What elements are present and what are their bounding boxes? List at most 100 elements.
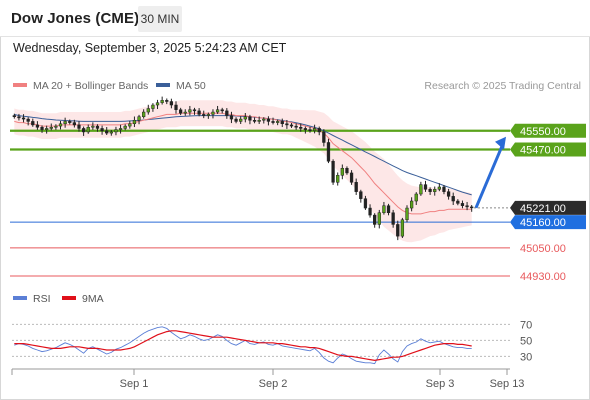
ma20-line [14, 112, 472, 215]
forecast-arrowhead [495, 136, 506, 150]
candle [91, 125, 95, 128]
timestamp: Wednesday, September 3, 2025 5:24:23 AM … [13, 41, 287, 55]
candle [77, 124, 81, 129]
interval-button[interactable]: 30 MIN [138, 6, 182, 32]
candle [257, 119, 261, 122]
candle [142, 111, 146, 117]
candle [405, 207, 409, 221]
level-tag: 45160.00 [510, 215, 586, 230]
candle [396, 224, 400, 237]
level-tag-bg [510, 142, 586, 157]
candle [349, 172, 354, 183]
candle [155, 102, 160, 106]
candle [460, 203, 465, 206]
candle [331, 160, 335, 183]
time-tick-label: Sep 3 [426, 378, 455, 390]
level-tag-bg [510, 123, 586, 138]
candle [423, 184, 428, 190]
ma20-label: MA 20 + Bollinger Bands [33, 80, 149, 92]
time-tick-label: Sep 1 [120, 378, 149, 390]
candle [359, 191, 363, 199]
candle [303, 128, 308, 130]
candle [363, 198, 368, 209]
candle [437, 186, 441, 190]
candle [446, 191, 451, 197]
time-tick-label: Sep 2 [259, 378, 288, 390]
candle [243, 116, 247, 120]
level-label: 45470.00 [520, 145, 566, 157]
legend-ma50: MA 50 [156, 80, 206, 92]
candle [58, 123, 63, 127]
candle [151, 104, 155, 109]
candle [146, 108, 150, 113]
candle [456, 200, 460, 204]
candle [211, 111, 215, 115]
candle [414, 193, 418, 202]
candle [266, 118, 271, 122]
candle [400, 219, 405, 237]
candle [123, 125, 127, 129]
candle [225, 110, 229, 116]
candle [386, 205, 391, 213]
candle [336, 175, 340, 183]
candle [206, 114, 210, 116]
candle [49, 127, 53, 129]
candle [54, 125, 58, 128]
level-tag-bg [510, 200, 586, 215]
candle [81, 128, 86, 133]
ma9-label: 9MA [82, 293, 104, 305]
candle [220, 109, 224, 112]
rsi-tick-label: 50 [520, 335, 532, 347]
candle [105, 130, 109, 134]
candle [21, 117, 26, 120]
candle [308, 129, 312, 132]
level-tag-bg [510, 215, 586, 230]
rsi-series-RSI [14, 326, 472, 365]
candle [428, 189, 432, 192]
candle [17, 116, 21, 119]
candle [215, 109, 220, 113]
candle [368, 207, 372, 216]
candle [252, 119, 257, 122]
candle [373, 214, 377, 225]
candle [31, 121, 35, 126]
level-label: 45221.00 [520, 203, 566, 215]
candle [289, 124, 294, 127]
candle [345, 167, 349, 174]
candle [326, 142, 331, 162]
candle [45, 128, 49, 130]
instrument-title: Dow Jones (CME) [11, 10, 140, 27]
candle [354, 182, 358, 192]
research-credit: Research © 2025 Trading Central [424, 80, 581, 92]
candle [294, 125, 298, 128]
candle [128, 123, 132, 127]
level-label: 45160.00 [520, 217, 566, 229]
level-label: 44930.00 [520, 271, 566, 283]
rsi-swatch [13, 296, 27, 301]
candle [271, 121, 275, 123]
rsi-series-9MA [14, 330, 472, 362]
candle [197, 110, 201, 115]
candle [202, 114, 206, 116]
candle [340, 167, 344, 176]
candle [12, 115, 16, 117]
candle [95, 125, 100, 129]
candle [40, 127, 44, 130]
candle [174, 104, 178, 110]
candle [68, 121, 72, 123]
forecast-arrow [474, 143, 505, 209]
candle [26, 118, 30, 122]
candle [100, 128, 104, 132]
level-tag: 45550.00 [510, 123, 586, 138]
level-tag: 45221.00 [510, 200, 586, 215]
candle [109, 131, 113, 134]
ma20-swatch [13, 83, 27, 88]
candle [114, 129, 118, 133]
candle [285, 123, 289, 126]
candle [248, 116, 252, 121]
candle [470, 206, 474, 209]
candle [239, 118, 243, 122]
ma50-line [14, 113, 472, 196]
candle [234, 118, 238, 122]
